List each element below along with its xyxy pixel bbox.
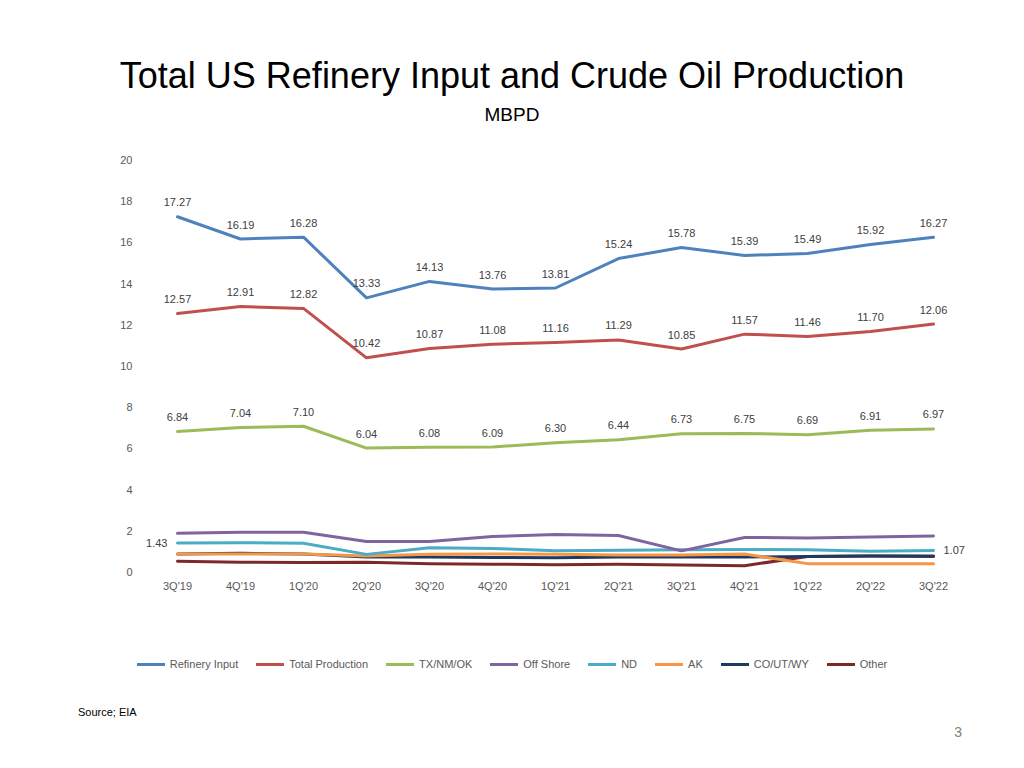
svg-text:10: 10 [120,360,132,372]
svg-text:12.57: 12.57 [164,293,192,305]
svg-text:11.70: 11.70 [857,311,884,323]
svg-text:1Q'22: 1Q'22 [793,580,822,592]
svg-text:3Q'22: 3Q'22 [919,580,948,592]
svg-text:2Q'22: 2Q'22 [856,580,885,592]
svg-text:0: 0 [126,566,132,578]
svg-text:18: 18 [120,195,132,207]
svg-text:3Q'19: 3Q'19 [163,580,192,592]
html-text:Source; EIA: Source; EIA [78,706,137,718]
html-text:ND: ND [621,658,638,670]
html-text:Other: Other [859,658,888,670]
svg-text:6.69: 6.69 [797,414,818,426]
svg-text:13.76: 13.76 [479,269,507,281]
html-text:TX/NM/OK: TX/NM/OK [419,658,473,670]
svg-text:13.33: 13.33 [353,277,381,289]
svg-text:11.29: 11.29 [605,319,632,331]
svg-text:1.43: 1.43 [146,537,167,549]
html-text:CO/UT/WY: CO/UT/WY [753,658,809,670]
svg-text:16.19: 16.19 [227,219,255,231]
svg-text:11.08: 11.08 [479,324,506,336]
svg-text:6.97: 6.97 [923,408,944,420]
svg-text:6: 6 [126,442,132,454]
svg-text:2: 2 [126,525,132,537]
svg-text:3Q'20: 3Q'20 [415,580,444,592]
svg-text:4Q'19: 4Q'19 [226,580,255,592]
svg-text:1Q'20: 1Q'20 [289,580,318,592]
svg-text:1Q'21: 1Q'21 [541,580,570,592]
svg-text:10.85: 10.85 [668,329,696,341]
svg-text:12.06: 12.06 [920,304,948,316]
svg-text:6.44: 6.44 [608,419,629,431]
svg-text:12.91: 12.91 [227,286,255,298]
svg-text:20: 20 [120,154,132,166]
svg-text:14.13: 14.13 [416,261,444,273]
svg-text:6.75: 6.75 [734,413,755,425]
html-text:Refinery Input: Refinery Input [169,658,239,670]
svg-text:16.28: 16.28 [290,217,318,229]
html-text:MBPD: MBPD [484,104,540,125]
svg-text:3Q'21: 3Q'21 [667,580,696,592]
html-text:Off Shore: Off Shore [523,658,571,670]
svg-text:7.10: 7.10 [293,406,314,418]
svg-text:2Q'21: 2Q'21 [604,580,633,592]
svg-text:15.49: 15.49 [794,233,822,245]
svg-text:17.27: 17.27 [164,196,192,208]
html-text:3: 3 [954,724,962,740]
svg-text:6.84: 6.84 [167,411,188,423]
svg-text:4Q'20: 4Q'20 [478,580,507,592]
svg-text:6.73: 6.73 [671,413,692,425]
svg-text:14: 14 [120,278,132,290]
svg-text:11.46: 11.46 [794,316,821,328]
svg-text:2Q'20: 2Q'20 [352,580,381,592]
svg-text:6.04: 6.04 [356,428,377,440]
svg-text:16.27: 16.27 [920,217,948,229]
svg-text:15.24: 15.24 [605,238,633,250]
svg-text:11.16: 11.16 [542,322,569,334]
svg-text:15.39: 15.39 [731,235,759,247]
svg-text:11.57: 11.57 [731,314,758,326]
svg-text:1.07: 1.07 [944,544,965,556]
svg-text:4Q'21: 4Q'21 [730,580,759,592]
svg-text:10.87: 10.87 [416,328,444,340]
svg-text:6.30: 6.30 [545,422,566,434]
svg-text:13.81: 13.81 [542,268,570,280]
svg-text:4: 4 [126,484,132,496]
svg-text:6.91: 6.91 [860,410,881,422]
html-text:AK: AK [688,658,703,670]
svg-text:12.82: 12.82 [290,288,318,300]
svg-text:7.04: 7.04 [230,407,251,419]
svg-text:8: 8 [126,401,132,413]
svg-text:12: 12 [120,319,132,331]
svg-text:6.09: 6.09 [482,427,503,439]
html-text:Total Production: Total Production [289,658,369,670]
svg-text:10.42: 10.42 [353,337,381,349]
html-text:Total US Refinery Input and Cr: Total US Refinery Input and Crude Oil Pr… [119,55,905,96]
svg-text:15.92: 15.92 [857,224,885,236]
svg-text:15.78: 15.78 [668,227,696,239]
svg-text:6.08: 6.08 [419,427,440,439]
svg-text:16: 16 [120,236,132,248]
